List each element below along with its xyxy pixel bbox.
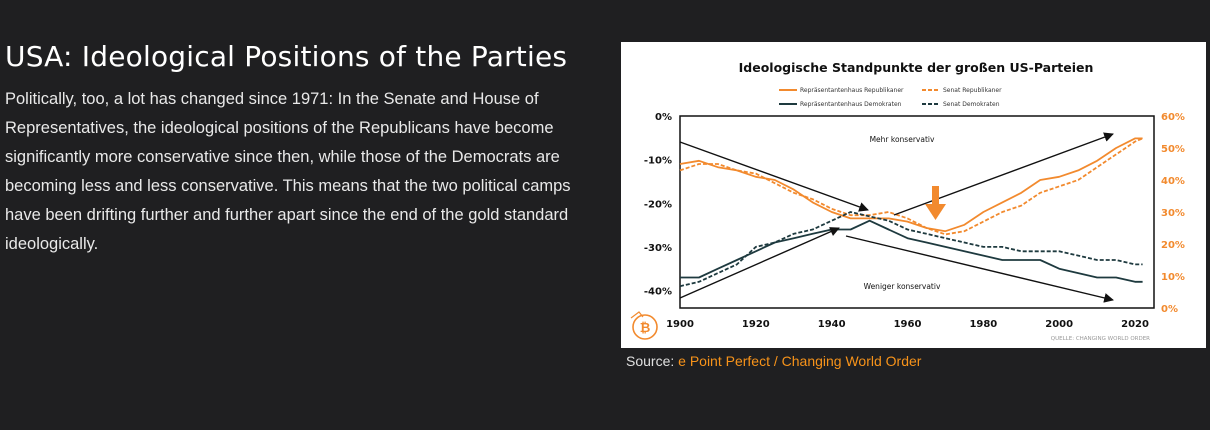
right-axis: 60% 50% 40% 30% 20% 10% 0% [1161,112,1185,315]
x-tick-label: 1920 [742,319,770,330]
series-layer [679,137,1143,288]
series-line-1 [679,137,1143,236]
x-tick-label: 1940 [818,319,846,330]
highlight-arrow-icon [925,186,946,220]
left-tick-label: -40% [644,287,672,298]
right-tick-label: 0% [1161,304,1178,315]
plot-frame [679,115,1155,309]
x-tick-label: 1960 [894,319,922,330]
left-tick-label: -10% [644,156,672,167]
svg-text:₿: ₿ [640,321,651,336]
annotation-more-conservative: Mehr konservativ [870,135,935,144]
page-title: USA: Ideological Positions of the Partie… [5,40,568,73]
right-tick-label: 50% [1161,144,1185,155]
series-line-0 [679,137,1143,233]
figure-caption: Source: e Point Perfect / Changing World… [626,353,921,369]
x-tick-label: 1980 [969,319,997,330]
left-axis: 0% -10% -20% -30% -40% [644,112,672,298]
left-tick-label: -30% [644,243,672,254]
left-tick-label: -20% [644,199,672,210]
series-line-3 [679,211,1143,288]
bitcoin-logo-icon: ₿ [630,311,658,340]
chart-title: Ideologische Standpunkte der großen US-P… [739,60,1094,75]
x-tick-label: 2020 [1121,319,1149,330]
annotation-less-conservative: Weniger konservativ [864,282,941,291]
x-tick-label: 1900 [666,319,694,330]
article: USA: Ideological Positions of the Partie… [5,40,595,259]
legend-label-house-dem: Repräsentantenhaus Demokraten [800,101,902,108]
trend-arrow-up-left [679,227,840,299]
caption-prefix: Source: [626,353,679,369]
trend-arrow-down-right [845,235,1114,303]
legend-label-senate-dem: Senat Demokraten [943,101,1000,108]
right-tick-label: 60% [1161,112,1185,123]
chart-figure: Ideologische Standpunkte der großen US-P… [621,42,1206,348]
right-tick-label: 30% [1161,208,1185,219]
right-tick-label: 20% [1161,240,1185,251]
trend-arrows [679,132,1114,303]
series-line-2 [680,219,1143,283]
x-axis: 1900 1920 1940 1960 1980 2000 2020 [666,319,1149,330]
legend-label-house-rep: Repräsentantenhaus Republikaner [800,87,904,94]
trend-arrow-up-right [893,132,1114,216]
source-link[interactable]: e Point Perfect / Changing World Order [678,353,922,369]
trend-arrow-down-left [679,141,869,212]
chart-svg: Ideologische Standpunkte der großen US-P… [630,60,1185,342]
right-tick-label: 40% [1161,176,1185,187]
right-tick-label: 10% [1161,272,1185,283]
left-tick-label: 0% [655,112,672,123]
x-tick-label: 2000 [1045,319,1073,330]
legend-label-senate-rep: Senat Republikaner [943,87,1002,94]
chart-legend: Repräsentantenhaus Republikaner Senat Re… [779,87,1002,108]
article-body: Politically, too, a lot has changed sinc… [5,90,571,253]
chart-source: QUELLE: CHANGING WORLD ORDER [1051,336,1150,342]
